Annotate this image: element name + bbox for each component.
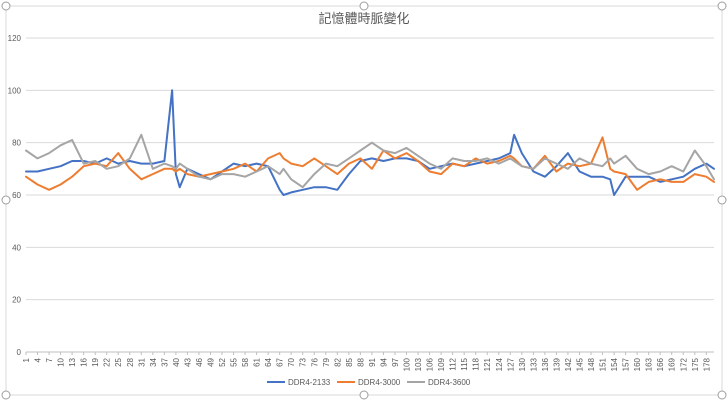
x-tick-label: 160 (633, 357, 642, 371)
legend-label: DDR4-2133 (288, 378, 331, 387)
x-tick-label: 52 (218, 357, 227, 366)
x-tick-label: 163 (645, 357, 654, 371)
x-tick-label: 103 (414, 357, 423, 371)
resize-handle[interactable] (359, 1, 369, 11)
x-tick-label: 142 (564, 357, 573, 371)
x-tick-label: 124 (495, 357, 504, 371)
resize-handle[interactable] (1, 1, 11, 11)
x-tick-label: 91 (368, 357, 377, 366)
x-tick-label: 115 (460, 357, 469, 370)
x-tick-label: 73 (299, 357, 308, 366)
x-tick-label: 97 (391, 357, 400, 366)
x-tick-label: 169 (668, 357, 677, 371)
x-tick-label: 178 (702, 357, 711, 371)
x-tick-label: 133 (529, 357, 538, 371)
y-tick-label: 120 (8, 34, 22, 43)
x-tick-label: 10 (57, 357, 66, 366)
y-tick-label: 60 (12, 191, 21, 200)
x-tick-label: 16 (80, 357, 89, 366)
x-tick-label: 1 (22, 357, 31, 362)
x-tick-label: 31 (137, 357, 146, 366)
x-tick-label: 85 (345, 357, 354, 366)
x-tick-label: 28 (126, 357, 135, 366)
x-tick-label: 175 (691, 357, 700, 371)
x-tick-label: 70 (287, 357, 296, 366)
x-tick-label: 40 (172, 357, 181, 366)
series-line-ddr4-3000 (25, 136, 715, 191)
x-tick-label: 106 (426, 357, 435, 371)
x-tick-label: 148 (587, 357, 596, 371)
x-tick-label: 61 (253, 357, 262, 366)
x-tick-label: 34 (149, 357, 158, 366)
y-tick-label: 100 (8, 86, 22, 95)
x-tick-label: 82 (333, 357, 342, 366)
x-tick-label: 172 (679, 357, 688, 371)
resize-handle[interactable] (717, 390, 727, 400)
x-tick-label: 112 (449, 357, 458, 370)
x-tick-label: 25 (114, 357, 123, 366)
x-tick-label: 19 (91, 357, 100, 366)
x-tick-label: 151 (599, 357, 608, 371)
legend-label: DDR4-3600 (428, 378, 471, 387)
x-tick-label: 64 (264, 357, 273, 366)
x-tick-label: 166 (656, 357, 665, 371)
x-tick-label: 7 (45, 357, 54, 362)
x-tick-label: 154 (610, 357, 619, 371)
gridlines (26, 37, 714, 353)
legend-label: DDR4-3000 (358, 378, 401, 387)
y-tick-label: 40 (12, 243, 21, 252)
x-tick-label: 37 (160, 357, 169, 366)
x-tick-label: 139 (552, 357, 561, 371)
x-tick-label: 58 (241, 357, 250, 366)
resize-handle[interactable] (1, 195, 11, 205)
x-tick-label: 130 (518, 357, 527, 371)
y-tick-label: 20 (12, 296, 21, 305)
y-tick-label: 0 (17, 348, 22, 357)
x-tick-label: 145 (575, 357, 584, 371)
chart-border (5, 5, 723, 396)
x-tick-label: 22 (103, 357, 112, 366)
x-tick-label: 157 (622, 357, 631, 371)
resize-handle[interactable] (359, 390, 369, 400)
y-tick-label: 80 (12, 139, 21, 148)
x-tick-label: 136 (541, 357, 550, 371)
x-tick-label: 79 (322, 357, 331, 366)
x-tick-label: 49 (206, 357, 215, 366)
resize-handle[interactable] (717, 195, 727, 205)
x-tick-label: 55 (230, 357, 239, 366)
resize-handle[interactable] (717, 1, 727, 11)
x-tick-label: 13 (68, 357, 77, 366)
x-tick-label: 94 (379, 357, 388, 366)
x-tick-label: 43 (183, 357, 192, 366)
x-tick-label: 4 (34, 357, 43, 362)
x-tick-label: 109 (437, 357, 446, 371)
x-tick-label: 88 (356, 357, 365, 366)
x-tick-label: 67 (276, 357, 285, 366)
y-axis: 0 20 40 60 80 100 120 (8, 34, 22, 357)
x-tick-label: 118 (472, 357, 481, 370)
x-tick-label: 121 (483, 357, 492, 371)
x-tick-label: 100 (403, 357, 412, 371)
x-tick-label: 127 (506, 357, 515, 371)
x-axis: 1 4 7 10 13 16 19 22 25 28 31 34 37 40 43 46 49 52 55 58 61 6… (22, 352, 711, 371)
legend: DDR4-2133 DDR4-3000 DDR4-3600 (267, 378, 471, 387)
chart-title: 記憶體時脈變化 (318, 11, 409, 27)
series-line-ddr4-3600 (25, 133, 715, 189)
resize-handle[interactable] (1, 390, 11, 400)
series-lines (25, 89, 715, 196)
x-tick-label: 76 (310, 357, 319, 366)
x-tick-label: 46 (195, 357, 204, 366)
